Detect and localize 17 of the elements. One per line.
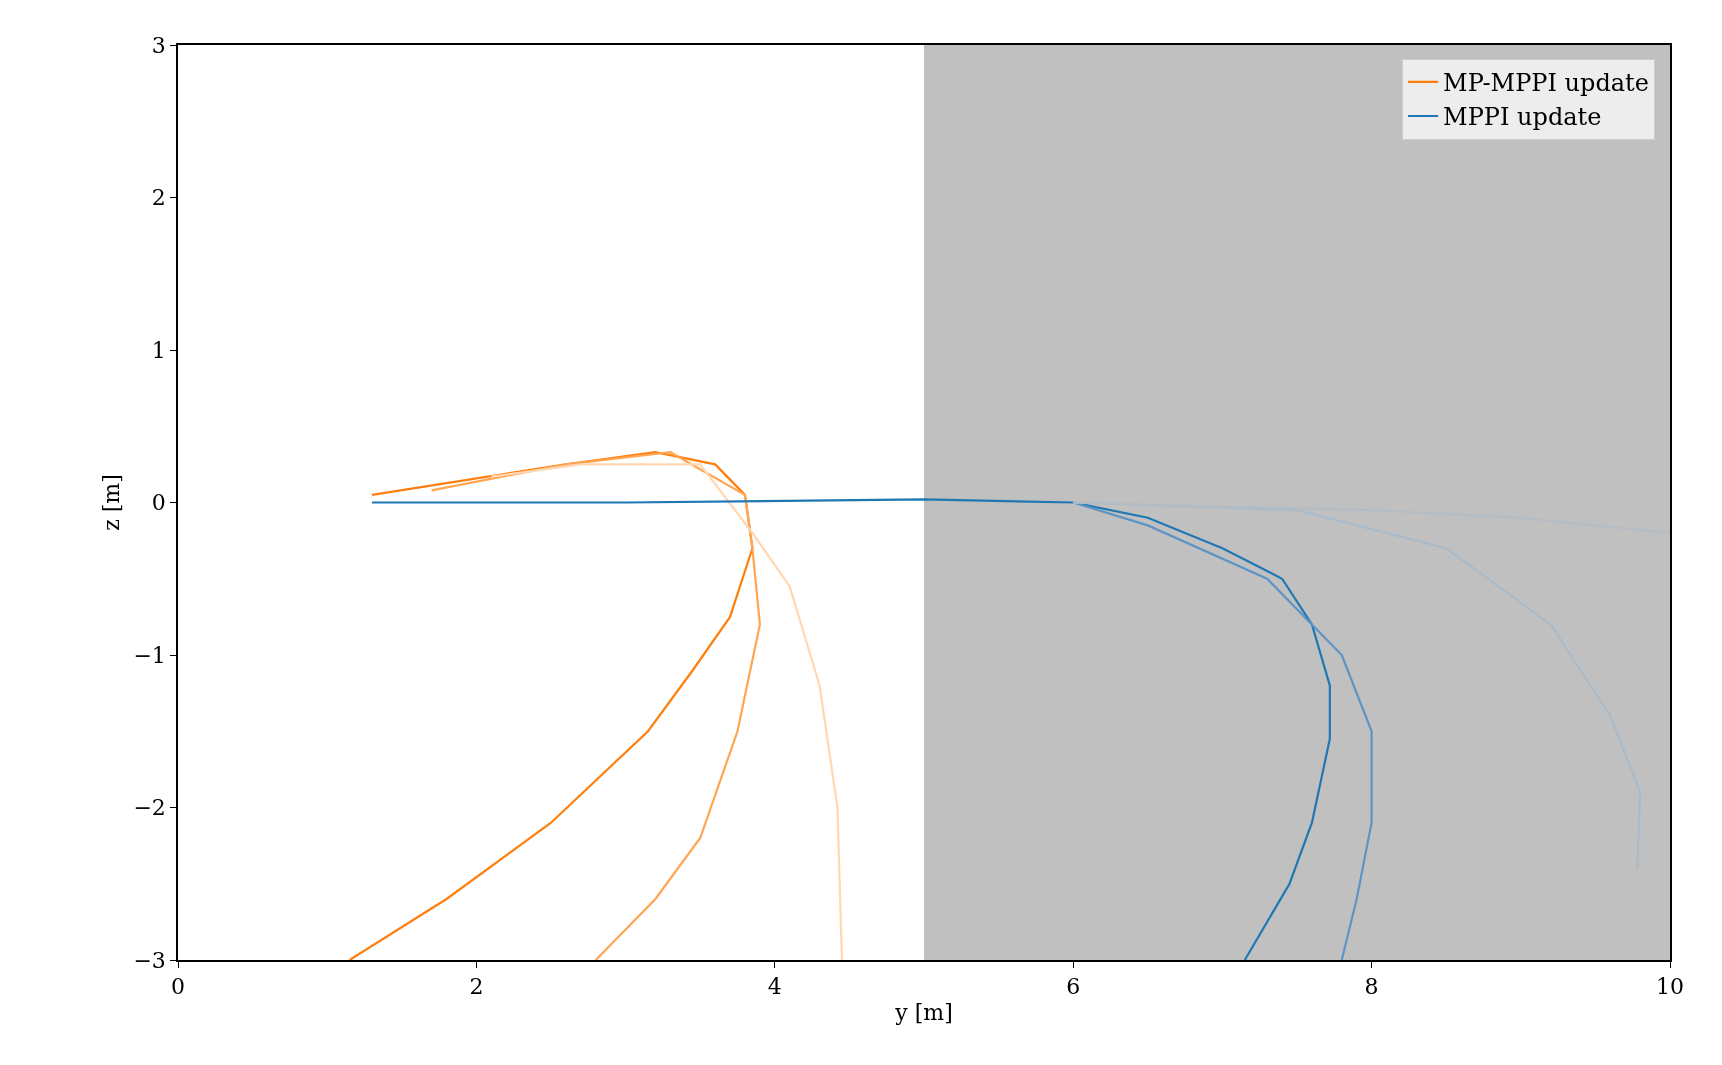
y-tick-label: 0 <box>151 490 166 516</box>
legend-label: MPPI update <box>1443 103 1602 132</box>
x-tick-label: 0 <box>171 974 185 1000</box>
x-tick-label: 4 <box>767 974 782 1000</box>
legend-label: MP-MPPI update <box>1443 69 1649 98</box>
x-tick-label: 2 <box>469 974 484 1000</box>
y-axis-title: z [m] <box>98 474 124 531</box>
x-tick-label: 10 <box>1656 974 1684 1000</box>
x-tick-label: 8 <box>1364 974 1379 1000</box>
x-axis-title: y [m] <box>894 999 953 1025</box>
y-tick-label: −2 <box>133 795 166 821</box>
y-tick-label: 2 <box>151 185 166 211</box>
y-tick-label: −3 <box>133 947 166 973</box>
y-tick-label: 1 <box>151 337 166 363</box>
x-tick-label: 6 <box>1066 974 1081 1000</box>
y-tick-label: −1 <box>133 642 166 668</box>
y-tick-label: 3 <box>151 32 166 58</box>
